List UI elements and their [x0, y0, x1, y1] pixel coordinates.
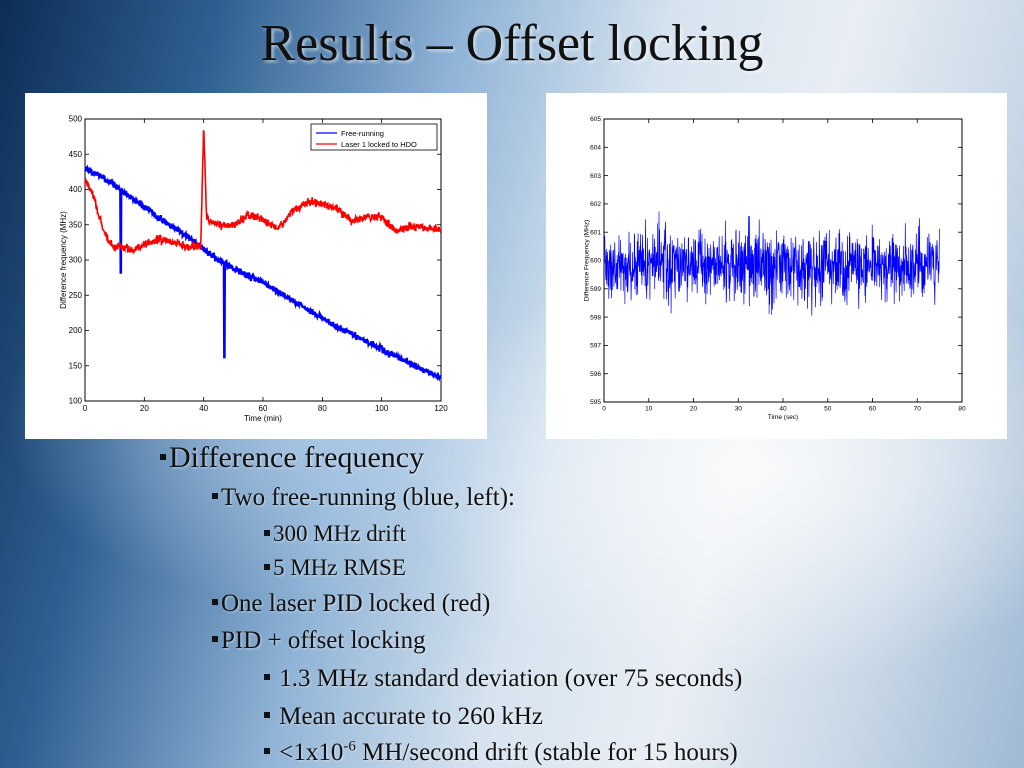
y-tick-label: 605 [590, 116, 601, 123]
chart-left: 0 20 40 60 80 100 120 100 150 200 250 300 350 400 450 5… [59, 115, 448, 423]
x-tick-label: 0 [83, 404, 88, 413]
chart-left-panel: 0 20 40 60 80 100 120 100 150 200 250 300 350 400 450 5… [25, 93, 487, 439]
bullet-text: 1.3 MHz standard deviation (over 75 seco… [273, 665, 743, 692]
bullet-square-icon [212, 636, 218, 643]
x-axis-label: Time (min) [244, 414, 282, 423]
legend-label: Free-running [341, 129, 384, 138]
x-tick-label: 100 [375, 404, 389, 413]
bullet-text: Two free-running (blue, left): [221, 484, 515, 511]
bullet-std-dev: 1.3 MHz standard deviation (over 75 seco… [264, 665, 742, 693]
y-tick-label: 450 [69, 150, 83, 159]
x-tick-label: 30 [735, 406, 743, 413]
x-axis-label: Time (sec) [768, 414, 798, 421]
y-tick-label: 603 [590, 173, 601, 180]
bullet-text: 5 MHz RMSE [273, 555, 406, 580]
y-tick-label: 100 [69, 397, 83, 406]
x-tick-label: 80 [958, 406, 966, 413]
bullet-square-icon [160, 454, 166, 461]
bullet-square-icon [264, 674, 270, 681]
bullet-rmse: 5 MHz RMSE [264, 555, 406, 581]
bullet-square-icon [212, 493, 218, 500]
legend: Free-running Laser 1 locked to HDO [310, 123, 438, 151]
x-tick-label: 20 [140, 404, 149, 413]
y-tick-label: 400 [69, 185, 83, 194]
bullet-difference-frequency: Difference frequency [160, 441, 424, 475]
bullet-text: PID + offset locking [221, 627, 426, 654]
legend-label: Laser 1 locked to HDO [341, 140, 417, 149]
x-tick-label: 10 [645, 406, 653, 413]
y-tick-label: 597 [590, 343, 601, 350]
bullet-two-free-running: Two free-running (blue, left): [212, 484, 515, 512]
y-tick-label: 596 [590, 371, 601, 378]
x-tick-label: 120 [434, 404, 448, 413]
bullet-square-icon [264, 748, 270, 755]
x-tick-label: 60 [869, 406, 877, 413]
x-tick-label: 80 [318, 404, 327, 413]
y-tick-label: 250 [69, 291, 83, 300]
slide-title: Results – Offset locking [260, 15, 764, 72]
bullet-square-icon [264, 563, 270, 570]
bullet-pid-locked: One laser PID locked (red) [212, 590, 490, 618]
plot-lines [604, 211, 940, 316]
y-tick-label: 300 [69, 256, 83, 265]
x-tick-label: 70 [914, 406, 922, 413]
series-line-free-running [85, 164, 441, 382]
x-tick-label: 50 [824, 406, 832, 413]
bullet-square-icon [264, 529, 270, 536]
bullet-mean-accurate: Mean accurate to 260 kHz [264, 703, 543, 731]
y-tick-label: 598 [590, 314, 601, 321]
bullet-text: Difference frequency [169, 441, 425, 474]
y-tick-label: 602 [590, 201, 601, 208]
y-tick-label: 604 [590, 144, 601, 151]
series-line-offset-locked [604, 211, 940, 316]
y-tick-label: 350 [69, 220, 83, 229]
bullet-text-post: MH/second drift (stable for 15 hours) [355, 739, 738, 766]
x-tick-label: 0 [602, 406, 606, 413]
bullet-text: One laser PID locked (red) [221, 590, 491, 617]
x-tick-label: 40 [199, 404, 208, 413]
x-tick-label: 40 [779, 406, 787, 413]
y-tick-label: 595 [590, 399, 601, 406]
y-tick-label: 599 [590, 286, 601, 293]
bullet-square-icon [212, 599, 218, 606]
y-tick-label: 500 [69, 115, 83, 124]
bullet-drift-stable: <1x10-6 MH/second drift (stable for 15 h… [264, 739, 738, 767]
bullet-pid-offset: PID + offset locking [212, 627, 426, 655]
chart-right-panel: 0 10 20 30 40 50 60 70 80 595 596 597 598 599 600 601 60… [546, 93, 1007, 439]
y-tick-label: 150 [69, 361, 83, 370]
bullet-drift: 300 MHz drift [264, 521, 406, 547]
legend-box [310, 123, 438, 151]
y-tick-label: 601 [590, 229, 601, 236]
y-tick-label: 200 [69, 326, 83, 335]
chart-right: 0 10 20 30 40 50 60 70 80 595 596 597 598 599 600 601 60… [583, 116, 966, 421]
series-line-locked [85, 130, 441, 256]
bullet-text: Mean accurate to 260 kHz [273, 703, 544, 730]
plot-area [84, 118, 442, 402]
bullet-text-sup: -6 [343, 738, 356, 755]
bullet-square-icon [264, 712, 270, 719]
y-axis-label: Difference Frequency (MHz) [583, 220, 590, 302]
y-tick-label: 600 [590, 258, 601, 265]
x-tick-label: 60 [259, 404, 268, 413]
x-tick-label: 20 [690, 406, 698, 413]
plot-lines [85, 130, 441, 382]
y-axis-label: Difference frequency (MHz) [59, 211, 68, 309]
bullet-text-pre: <1x10 [273, 739, 344, 766]
bullet-text: 300 MHz drift [273, 521, 406, 546]
